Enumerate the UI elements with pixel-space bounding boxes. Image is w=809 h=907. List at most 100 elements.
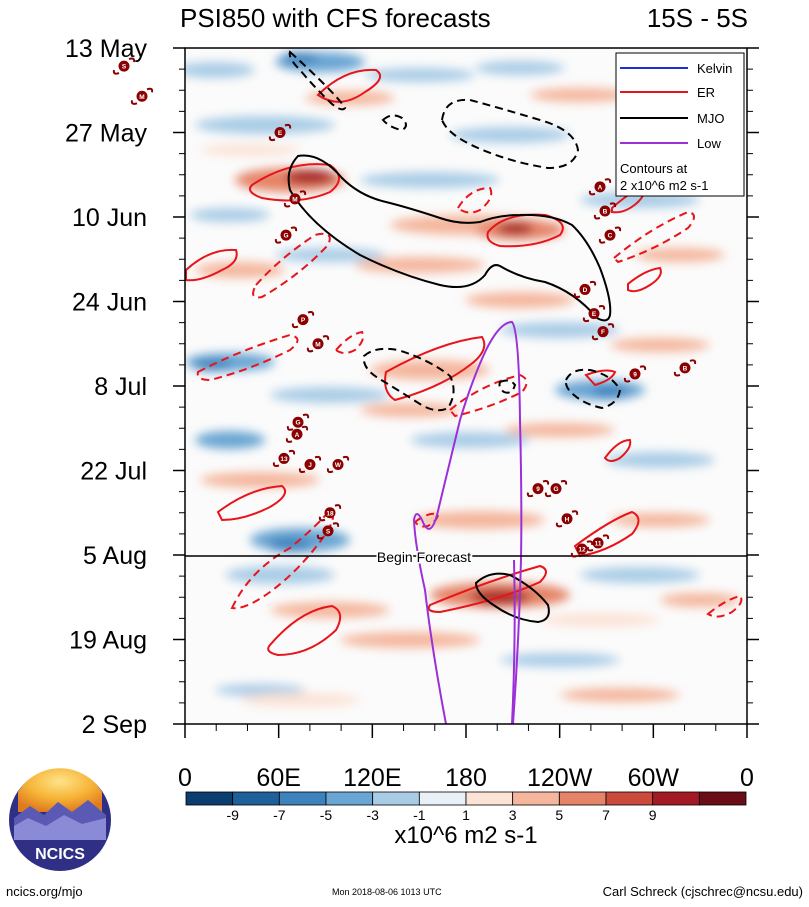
- y-tick-label: 27 May: [65, 120, 147, 148]
- mjo-dashed-contours: [288, 50, 622, 412]
- colorbar-swatch: [652, 791, 700, 806]
- storm-dot: [592, 537, 604, 549]
- storm-label: E: [278, 130, 283, 137]
- storm-dot: [576, 543, 588, 555]
- storm-arm: [274, 226, 298, 244]
- y-tick-label: 24 Jun: [72, 289, 147, 317]
- colorbar-swatch: [418, 791, 467, 806]
- colorbar-swatch: [325, 791, 374, 806]
- storm-dot: [118, 60, 130, 72]
- storm-marker: E: [582, 305, 606, 323]
- storm-dot: [136, 90, 148, 102]
- chart-title: PSI850 with CFS forecasts: [180, 3, 491, 33]
- storm-marker: B: [673, 359, 697, 377]
- legend-note-1: Contours at: [620, 161, 688, 176]
- storm-arm: [673, 359, 697, 377]
- x-axis: 0 60E 120E 180 120W 60W 0: [178, 724, 754, 792]
- storm-label: 13: [280, 456, 288, 463]
- storm-label: H: [565, 516, 570, 523]
- storm-arm: [544, 480, 568, 498]
- colorbar-level-label: -3: [366, 807, 379, 823]
- storm-label: J: [308, 462, 312, 469]
- colorbar-level-label: -1: [413, 807, 426, 823]
- storm-dot: [297, 314, 309, 326]
- storm-dot: [324, 507, 336, 519]
- storm-arm: [623, 365, 647, 383]
- storm-marker: G: [544, 480, 568, 498]
- y-tick-label: 19 Aug: [69, 627, 147, 655]
- legend-label-kelvin: Kelvin: [697, 61, 732, 76]
- footer-site: ncics.org/mjo: [6, 884, 83, 899]
- x-tick-label: 120W: [527, 764, 593, 792]
- legend-label-mjo: MJO: [697, 111, 724, 126]
- storm-dot: [292, 416, 304, 428]
- storm-dot: [599, 205, 611, 217]
- logo-text: NCICS: [35, 846, 85, 863]
- storm-arm: [272, 449, 296, 467]
- storm-label: M: [315, 341, 320, 348]
- storm-arm: [573, 280, 597, 298]
- storm-arm: [291, 311, 315, 329]
- y-tick-label: 10 Jun: [72, 204, 147, 232]
- y-tick-label: 5 Aug: [83, 542, 147, 570]
- storm-dot: [332, 458, 344, 470]
- storm-arm: [283, 190, 307, 208]
- storm-marker: H: [555, 510, 579, 528]
- colorbar-swatch: [372, 791, 420, 806]
- storm-label: G: [283, 233, 288, 240]
- x-tick-label: 60W: [628, 764, 680, 792]
- colorbar-level-label: 5: [555, 807, 563, 823]
- storm-arm: [306, 335, 330, 353]
- storm-dot: [280, 229, 292, 241]
- storm-label: F: [601, 329, 605, 336]
- colorbar-swatch: [698, 791, 747, 806]
- legend-label-low: Low: [697, 136, 721, 151]
- colorbar-level-label: 1: [462, 807, 470, 823]
- footer-timestamp: Mon 2018-08-06 1013 UTC: [332, 887, 442, 897]
- colorbar-units: x10^6 m2 s-1: [394, 822, 537, 849]
- region-label: 15S - 5S: [647, 3, 748, 33]
- storm-label: G: [295, 420, 300, 427]
- storm-label: C: [608, 233, 613, 240]
- storm-dot: [532, 483, 544, 495]
- storm-marker: F: [591, 323, 615, 341]
- storm-label: G: [553, 486, 558, 493]
- y-tick-label: 2 Sep: [82, 711, 147, 739]
- storm-arm: [593, 202, 617, 220]
- ncics-logo: NCICS: [9, 768, 111, 871]
- mjo-contours: [287, 154, 612, 624]
- storm-dot: [304, 458, 316, 470]
- storm-marker: B: [593, 202, 617, 220]
- legend-note-2: 2 x10^6 m2 s-1: [620, 178, 708, 193]
- storm-dot: [588, 308, 600, 320]
- storm-marker: 13: [272, 449, 296, 467]
- storm-marker: W: [326, 455, 350, 474]
- colorbar-level-label: 9: [649, 807, 657, 823]
- storm-marker: J: [298, 455, 322, 474]
- x-tick-label: 60E: [256, 764, 300, 792]
- x-tick-label: 120E: [343, 764, 401, 792]
- storm-dot: [604, 229, 616, 241]
- colorbar-swatch: [185, 791, 234, 806]
- storm-marker: A: [588, 178, 612, 196]
- storm-arm: [326, 455, 350, 474]
- storm-label: M: [292, 196, 297, 203]
- storm-label: 9: [536, 486, 540, 493]
- storm-label: M: [139, 94, 144, 101]
- storm-label: W: [335, 462, 342, 469]
- storm-arm: [316, 522, 340, 540]
- storm-marker: G: [286, 413, 310, 431]
- storm-label: 18: [326, 510, 334, 517]
- colorbar-level-label: -5: [320, 807, 333, 823]
- colorbar-level-label: 3: [509, 807, 517, 823]
- storm-arm: [285, 425, 309, 443]
- storm-dot: [629, 368, 641, 380]
- colorbar-level-label: 7: [602, 807, 610, 823]
- storm-label: 9: [633, 371, 637, 378]
- y-tick-label: 13 May: [65, 35, 147, 63]
- colorbar-swatch: [605, 791, 654, 806]
- storm-marker: S: [112, 57, 136, 75]
- storm-label: S: [326, 528, 331, 535]
- storm-markers: SMEAABCMGDEFPM9BGA13JW9GH18S1211: [112, 57, 697, 558]
- legend: Kelvin ER MJO Low Contours at 2 x10^6 m2…: [615, 52, 745, 197]
